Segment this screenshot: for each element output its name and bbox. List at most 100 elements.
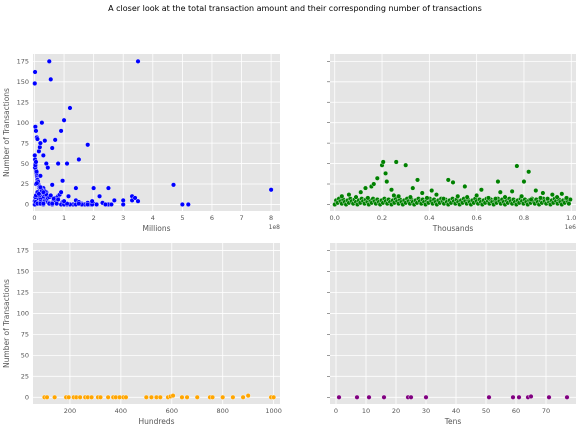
x-tick-label: 60 (512, 407, 520, 415)
data-point (564, 195, 570, 201)
data-point (49, 145, 55, 151)
data-point (179, 394, 185, 400)
data-point (42, 138, 48, 144)
data-point (49, 182, 55, 188)
x-tick-label: 5 (180, 214, 184, 222)
x-tick-label: 40 (452, 407, 460, 415)
data-point (464, 194, 470, 200)
data-point (64, 161, 70, 167)
data-point (540, 190, 546, 196)
data-point (135, 198, 141, 204)
x-tick-label: 6 (210, 214, 214, 222)
subplot-2: 0.0 0.2 0.4 0.6 0.8 1.0 Thousands 1e6 (327, 54, 576, 233)
data-point (37, 144, 43, 150)
y-tick-label: 25 (21, 373, 29, 381)
y-tick-label: 150 (17, 268, 29, 276)
y-tick-label: 75 (21, 139, 29, 147)
data-point (354, 394, 360, 400)
data-point (495, 179, 501, 185)
data-point (441, 196, 447, 202)
y-tick-label: 125 (17, 98, 29, 106)
data-point (389, 187, 395, 193)
figure-title: A closer look at the total transaction a… (108, 4, 482, 13)
data-point (185, 201, 191, 207)
data-point (408, 394, 414, 400)
data-point (40, 189, 46, 195)
x-tick-label: 600 (166, 407, 178, 415)
y-tick-label: 25 (21, 180, 29, 188)
data-point (510, 394, 516, 400)
data-point (108, 201, 114, 207)
data-point (396, 193, 402, 199)
data-point (34, 180, 40, 186)
data-point (97, 193, 103, 199)
data-point (77, 394, 83, 400)
data-point (519, 193, 525, 199)
x-axis-label: Thousands (432, 224, 474, 233)
data-point (76, 201, 82, 207)
data-point (194, 394, 200, 400)
data-point (89, 198, 95, 204)
y-tick-label: 50 (21, 352, 29, 360)
data-point (339, 193, 345, 199)
x-tick-label: 0.2 (377, 214, 387, 222)
subplot-4: 0 10 20 30 40 50 60 70 Tens (327, 243, 576, 426)
data-point (34, 136, 40, 142)
data-point (528, 197, 534, 203)
x-tick-label: 0.0 (330, 214, 340, 222)
plot-area (33, 54, 280, 211)
x-tick-label: 0.6 (471, 214, 481, 222)
data-points (41, 393, 277, 400)
data-point (67, 105, 73, 111)
x-tick-label: 70 (542, 407, 550, 415)
data-point (32, 80, 38, 86)
data-point (48, 76, 54, 82)
data-point (424, 195, 430, 201)
data-point (445, 177, 451, 183)
data-points (332, 159, 573, 207)
data-point (40, 152, 46, 158)
data-point (346, 192, 352, 198)
data-point (91, 185, 97, 191)
data-point (89, 394, 95, 400)
x-tick-label: 10 (362, 407, 370, 415)
data-point (44, 394, 50, 400)
data-point (554, 194, 560, 200)
data-point (514, 163, 520, 169)
data-point (358, 189, 364, 195)
data-point (381, 394, 387, 400)
data-point (34, 169, 40, 175)
data-point (148, 394, 154, 400)
data-point (478, 187, 484, 193)
data-point (111, 197, 117, 203)
data-point (171, 182, 177, 188)
data-point (49, 201, 55, 207)
y-tick-label: 100 (17, 310, 29, 318)
subplot-1: 0 1 2 3 4 5 6 7 8 0 25 50 75 100 125 150 175 Millions Numb… (2, 54, 280, 233)
data-point (37, 173, 43, 179)
data-point (135, 58, 141, 64)
data-point (407, 194, 413, 200)
data-point (486, 394, 492, 400)
data-point (403, 162, 409, 168)
data-point (40, 201, 46, 207)
data-point (36, 191, 42, 197)
data-point (66, 394, 72, 400)
data-point (120, 201, 126, 207)
data-point (509, 188, 515, 194)
data-point (462, 183, 468, 189)
data-point (533, 188, 539, 194)
data-point (415, 177, 421, 183)
data-point (474, 192, 480, 198)
data-point (564, 394, 570, 400)
gridlines (33, 243, 280, 404)
data-point (353, 194, 359, 200)
y-tick-label: 100 (17, 119, 29, 127)
data-point (549, 192, 555, 198)
plot-area (330, 243, 576, 404)
data-point (271, 394, 277, 400)
y-axis-label: Number of Transactions (2, 279, 11, 368)
data-point (393, 159, 399, 165)
y-tick-label: 50 (21, 160, 29, 168)
data-point (380, 159, 386, 165)
